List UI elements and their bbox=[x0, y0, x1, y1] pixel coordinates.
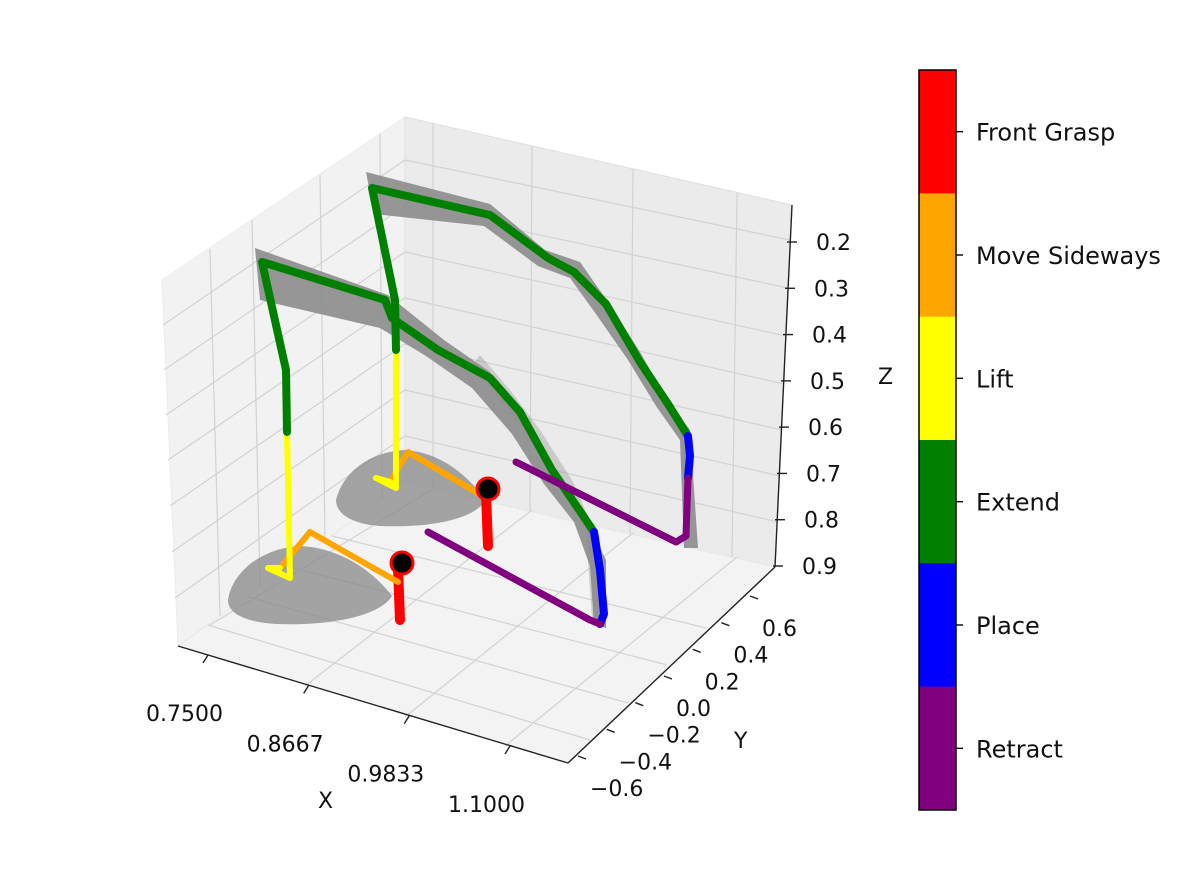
y-tick-label: 0.6 bbox=[762, 617, 797, 642]
y-tick-mark bbox=[721, 622, 730, 627]
z-axis: 0.2 0.3 0.4 0.5 0.6 0.7 0.8 0.9 Z bbox=[773, 204, 893, 580]
z-axis-label: Z bbox=[878, 365, 893, 390]
grid-line bbox=[319, 174, 326, 542]
trajectory-1-front-grasp bbox=[393, 563, 405, 625]
z-tick-label: 0.7 bbox=[806, 462, 841, 487]
y-tick-label: −0.4 bbox=[619, 750, 672, 775]
x-tick-label: 0.7500 bbox=[146, 702, 223, 727]
trajectory-2-front-grasp bbox=[481, 489, 493, 551]
colorbar-label: Front Grasp bbox=[976, 119, 1115, 147]
x-tick-mark bbox=[202, 654, 209, 664]
y-tick-mark bbox=[663, 675, 673, 680]
y-tick-label: 0.0 bbox=[676, 697, 711, 722]
trajectories bbox=[258, 184, 694, 628]
z-tick-label: 0.8 bbox=[804, 509, 839, 534]
y-tick-mark bbox=[606, 728, 615, 733]
x-tick-mark bbox=[504, 745, 511, 755]
colorbar-segments bbox=[919, 70, 956, 811]
colorbar: Front Grasp Move Sideways Lift Extend Place R… bbox=[918, 69, 1161, 811]
y-ticks: −0.6−0.4−0.20.00.20.40.6 bbox=[577, 595, 797, 802]
grid-line bbox=[251, 219, 261, 588]
x-tick-label: 0.9833 bbox=[347, 763, 424, 788]
colorbar-segment bbox=[919, 440, 956, 564]
x-tick-mark bbox=[303, 684, 310, 694]
grid-line bbox=[731, 192, 738, 558]
trajectory-1-place bbox=[590, 528, 608, 628]
y-tick-label: 0.4 bbox=[733, 644, 768, 669]
x-axis-label: X bbox=[318, 789, 333, 814]
colorbar-label: Place bbox=[976, 612, 1040, 640]
colorbar-labels: Front Grasp Move Sideways Lift Extend Place R… bbox=[956, 119, 1161, 763]
trajectory-1-start-marker bbox=[389, 550, 415, 576]
y-tick-mark bbox=[635, 702, 644, 707]
trajectory-1-retract bbox=[424, 528, 604, 628]
colorbar-label: Move Sideways bbox=[976, 242, 1161, 270]
grid-line bbox=[165, 251, 406, 416]
colorbar-segment bbox=[919, 193, 956, 318]
trajectory-2-extend bbox=[368, 184, 692, 440]
cloud bbox=[336, 450, 486, 527]
colorbar-label: Retract bbox=[976, 735, 1063, 763]
y-axis-label: Y bbox=[733, 729, 748, 754]
z-ticks: 0.2 0.3 0.4 0.5 0.6 0.7 0.8 0.9 bbox=[773, 231, 851, 580]
colorbar-segment bbox=[919, 686, 956, 811]
grid-line bbox=[304, 509, 533, 687]
y-axis: −0.6−0.4−0.20.00.20.40.6 Y bbox=[567, 566, 797, 802]
colorbar-frame bbox=[918, 69, 957, 811]
z-tick-label: 0.6 bbox=[808, 416, 843, 441]
z-tick-label: 0.5 bbox=[810, 370, 845, 395]
x-axis-line bbox=[177, 645, 569, 764]
x-tick-label: 1.1000 bbox=[448, 793, 525, 818]
grid-line bbox=[504, 556, 738, 747]
grid-line bbox=[209, 248, 221, 617]
x-tick-mark bbox=[403, 715, 410, 725]
grid-line bbox=[404, 435, 779, 523]
band bbox=[255, 248, 606, 628]
z-tick-label: 0.3 bbox=[814, 277, 849, 302]
colorbar-label: Lift bbox=[976, 365, 1013, 393]
trajectory-2-retract bbox=[512, 458, 692, 546]
grid-lines bbox=[162, 123, 791, 747]
x-tick-label: 0.8667 bbox=[247, 732, 324, 757]
grid-line bbox=[404, 159, 791, 241]
trajectory-1-lift bbox=[265, 429, 293, 581]
y-tick-label: −0.2 bbox=[647, 724, 700, 749]
x-ticks: 0.7500 0.8667 0.9833 1.1000 bbox=[146, 654, 525, 818]
grid-line bbox=[207, 624, 591, 741]
colorbar-segment bbox=[919, 316, 956, 441]
y-tick-label: 0.2 bbox=[705, 670, 740, 695]
colorbar-segment bbox=[919, 70, 956, 194]
y-tick-mark bbox=[692, 648, 701, 653]
y-tick-label: −0.6 bbox=[590, 777, 643, 802]
x-axis: 0.7500 0.8667 0.9833 1.1000 X bbox=[146, 645, 569, 818]
z-axis-line bbox=[774, 204, 793, 568]
y-axis-line bbox=[567, 566, 776, 764]
grid-line bbox=[404, 389, 781, 477]
trajectory-2-start-marker bbox=[475, 476, 501, 502]
y-tick-mark bbox=[577, 755, 587, 760]
colorbar-segment bbox=[919, 563, 956, 688]
trajectory-2-place bbox=[684, 432, 694, 482]
grid-line bbox=[162, 159, 406, 326]
z-tick-label: 0.4 bbox=[812, 324, 847, 349]
trajectory-2-lift bbox=[373, 347, 399, 491]
z-tick-label: 0.2 bbox=[816, 231, 851, 256]
grid-line bbox=[404, 297, 785, 385]
y-tick-mark bbox=[749, 595, 759, 600]
colorbar-label: Extend bbox=[976, 489, 1060, 517]
z-tick-label: 0.9 bbox=[802, 555, 837, 580]
